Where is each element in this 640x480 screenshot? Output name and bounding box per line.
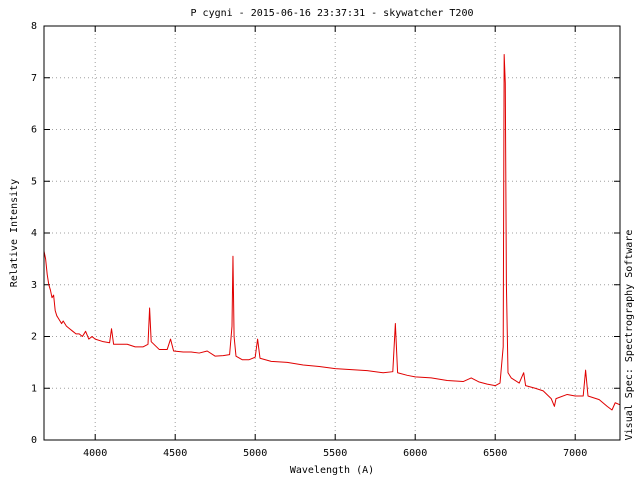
y-tick-label: 2	[31, 332, 37, 343]
y-tick-label: 6	[31, 125, 37, 136]
x-tick-label: 5500	[323, 448, 347, 459]
y-tick-label: 7	[31, 73, 37, 84]
credit: Visual Spec: Spectrography Software	[624, 230, 635, 441]
x-tick-label: 4500	[163, 448, 187, 459]
x-tick-label: 4000	[83, 448, 107, 459]
y-tick-label: 3	[31, 280, 37, 291]
y-tick-label: 8	[31, 21, 37, 32]
y-tick-label: 4	[31, 228, 37, 239]
x-tick-label: 6000	[403, 448, 427, 459]
x-tick-label: 6500	[483, 448, 507, 459]
plot-border	[43, 25, 621, 441]
x-tick-label: 7000	[563, 448, 587, 459]
y-tick-label: 0	[31, 435, 37, 446]
y-tick-label: 5	[31, 176, 37, 187]
y-tick-label: 1	[31, 383, 37, 394]
spectrum-line	[43, 53, 621, 411]
chart-title: P cygni - 2015-06-16 23:37:31 - skywatch…	[191, 8, 474, 19]
x-tick-label: 5000	[243, 448, 267, 459]
y-axis-label: Relative Intensity	[9, 179, 20, 287]
x-axis-label: Wavelength (A)	[290, 465, 374, 476]
